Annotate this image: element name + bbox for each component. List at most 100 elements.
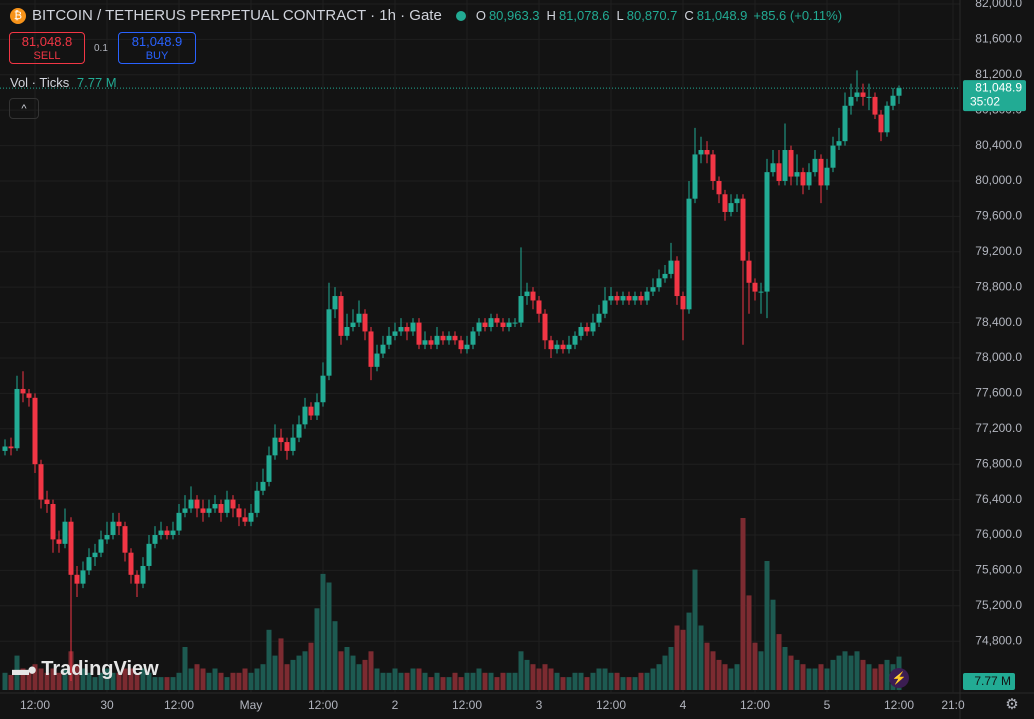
volume-bar <box>284 664 290 690</box>
sell-label: SELL <box>33 50 61 62</box>
buy-price: 81,048.9 <box>131 34 183 49</box>
collapse-button[interactable]: ^ <box>9 98 39 119</box>
volume-bar <box>542 664 548 690</box>
x-tick-label: 4 <box>680 698 687 712</box>
chart-title: BITCOIN / TETHERUS PERPETUAL CONTRACT · … <box>32 7 442 24</box>
volume-bar <box>548 668 554 690</box>
volume-bar <box>20 668 26 690</box>
candle-body <box>398 327 404 332</box>
volume-bar <box>662 655 668 690</box>
logo: ▬● TradingView <box>12 658 159 681</box>
candle-body <box>86 557 92 571</box>
candle-body <box>26 393 32 398</box>
x-tick-label: May <box>240 698 263 712</box>
candle-body <box>530 291 536 301</box>
lightning-button[interactable]: ⚡ <box>889 668 909 688</box>
header: ₿ BITCOIN / TETHERUS PERPETUAL CONTRACT … <box>10 7 842 24</box>
candle-body <box>158 530 164 535</box>
candle-body <box>878 114 884 133</box>
volume-bar <box>170 677 176 690</box>
volume-bar <box>704 642 710 690</box>
volume-bar <box>32 664 38 690</box>
candle-body <box>602 300 608 314</box>
candle-body <box>794 172 800 177</box>
sell-price: 81,048.8 <box>21 34 73 49</box>
volume-bar <box>398 672 404 690</box>
volume-bar <box>98 672 104 690</box>
volume-value: 7.77 M <box>76 75 117 90</box>
candle-body <box>800 172 806 186</box>
candle-body <box>452 335 458 341</box>
volume-bar <box>458 677 464 690</box>
sell-button[interactable]: 81,048.8 SELL <box>9 32 85 64</box>
y-tick-label: 78,000.0 <box>975 350 1022 364</box>
candle-body <box>518 296 524 323</box>
y-tick-label: 77,600.0 <box>975 386 1022 400</box>
volume-legend: Vol · Ticks 7.77 M <box>10 75 117 90</box>
candle-body <box>188 499 194 509</box>
candle-body <box>494 318 500 323</box>
volume-bar <box>626 677 632 690</box>
x-tick-label: 12:00 <box>20 698 50 712</box>
candle-body <box>656 278 662 288</box>
candle-body <box>122 526 128 553</box>
volume-bar <box>752 642 758 690</box>
y-tick-label: 76,400.0 <box>975 492 1022 506</box>
volume-bar <box>794 659 800 690</box>
volume-bar <box>434 672 440 690</box>
volume-bar <box>140 668 146 690</box>
candle-body <box>116 521 122 527</box>
buy-button[interactable]: 81,048.9 BUY <box>118 32 196 64</box>
candle-body <box>314 402 320 416</box>
candle-body <box>500 322 506 328</box>
candle-body <box>860 92 866 97</box>
volume-bar <box>320 573 326 690</box>
y-tick-label: 78,400.0 <box>975 315 1022 329</box>
volume-bar <box>680 629 686 690</box>
candle-body <box>644 291 650 301</box>
candle-body <box>92 552 98 558</box>
volume-bar <box>722 664 728 690</box>
y-tick-label: 75,200.0 <box>975 598 1022 612</box>
candle-body <box>194 499 200 509</box>
candle-body <box>716 180 722 195</box>
candle-body <box>422 340 428 345</box>
candle-body <box>8 446 14 449</box>
volume-bar <box>152 677 158 690</box>
volume-bar <box>734 664 740 690</box>
candle-body <box>368 331 374 367</box>
volume-bar <box>692 569 698 690</box>
volume-bar <box>482 672 488 690</box>
volume-bar <box>308 642 314 690</box>
candle-body <box>230 499 236 509</box>
legend-key: L <box>616 8 624 23</box>
volume-bar <box>488 672 494 690</box>
volume-bar <box>386 672 392 690</box>
volume-bar <box>536 668 542 690</box>
candle-body <box>20 388 26 394</box>
candle-body <box>482 322 488 328</box>
candle-body <box>710 154 716 181</box>
candle-body <box>56 539 62 544</box>
x-tick-label: 12:00 <box>164 698 194 712</box>
volume-bar <box>782 647 788 690</box>
candle-body <box>176 512 182 531</box>
legend-value: 80,963.3 <box>488 8 540 23</box>
candle-body <box>836 141 842 146</box>
x-tick-label: 3 <box>536 698 543 712</box>
candle-body <box>332 296 338 310</box>
y-tick-label: 75,600.0 <box>975 563 1022 577</box>
volume-bar <box>368 651 374 690</box>
price-tag <box>963 80 1026 112</box>
volume-bar <box>530 664 536 690</box>
candle-body <box>890 95 896 106</box>
volume-bar <box>290 659 296 690</box>
candle-body <box>830 145 836 168</box>
settings-button[interactable]: ⚙ <box>1005 696 1019 713</box>
volume-bar <box>2 672 8 690</box>
volume-bar <box>764 561 770 690</box>
candle-body <box>554 344 560 350</box>
candle-body <box>560 344 566 350</box>
volume-bar <box>278 638 284 690</box>
legend-key: C <box>684 8 694 23</box>
